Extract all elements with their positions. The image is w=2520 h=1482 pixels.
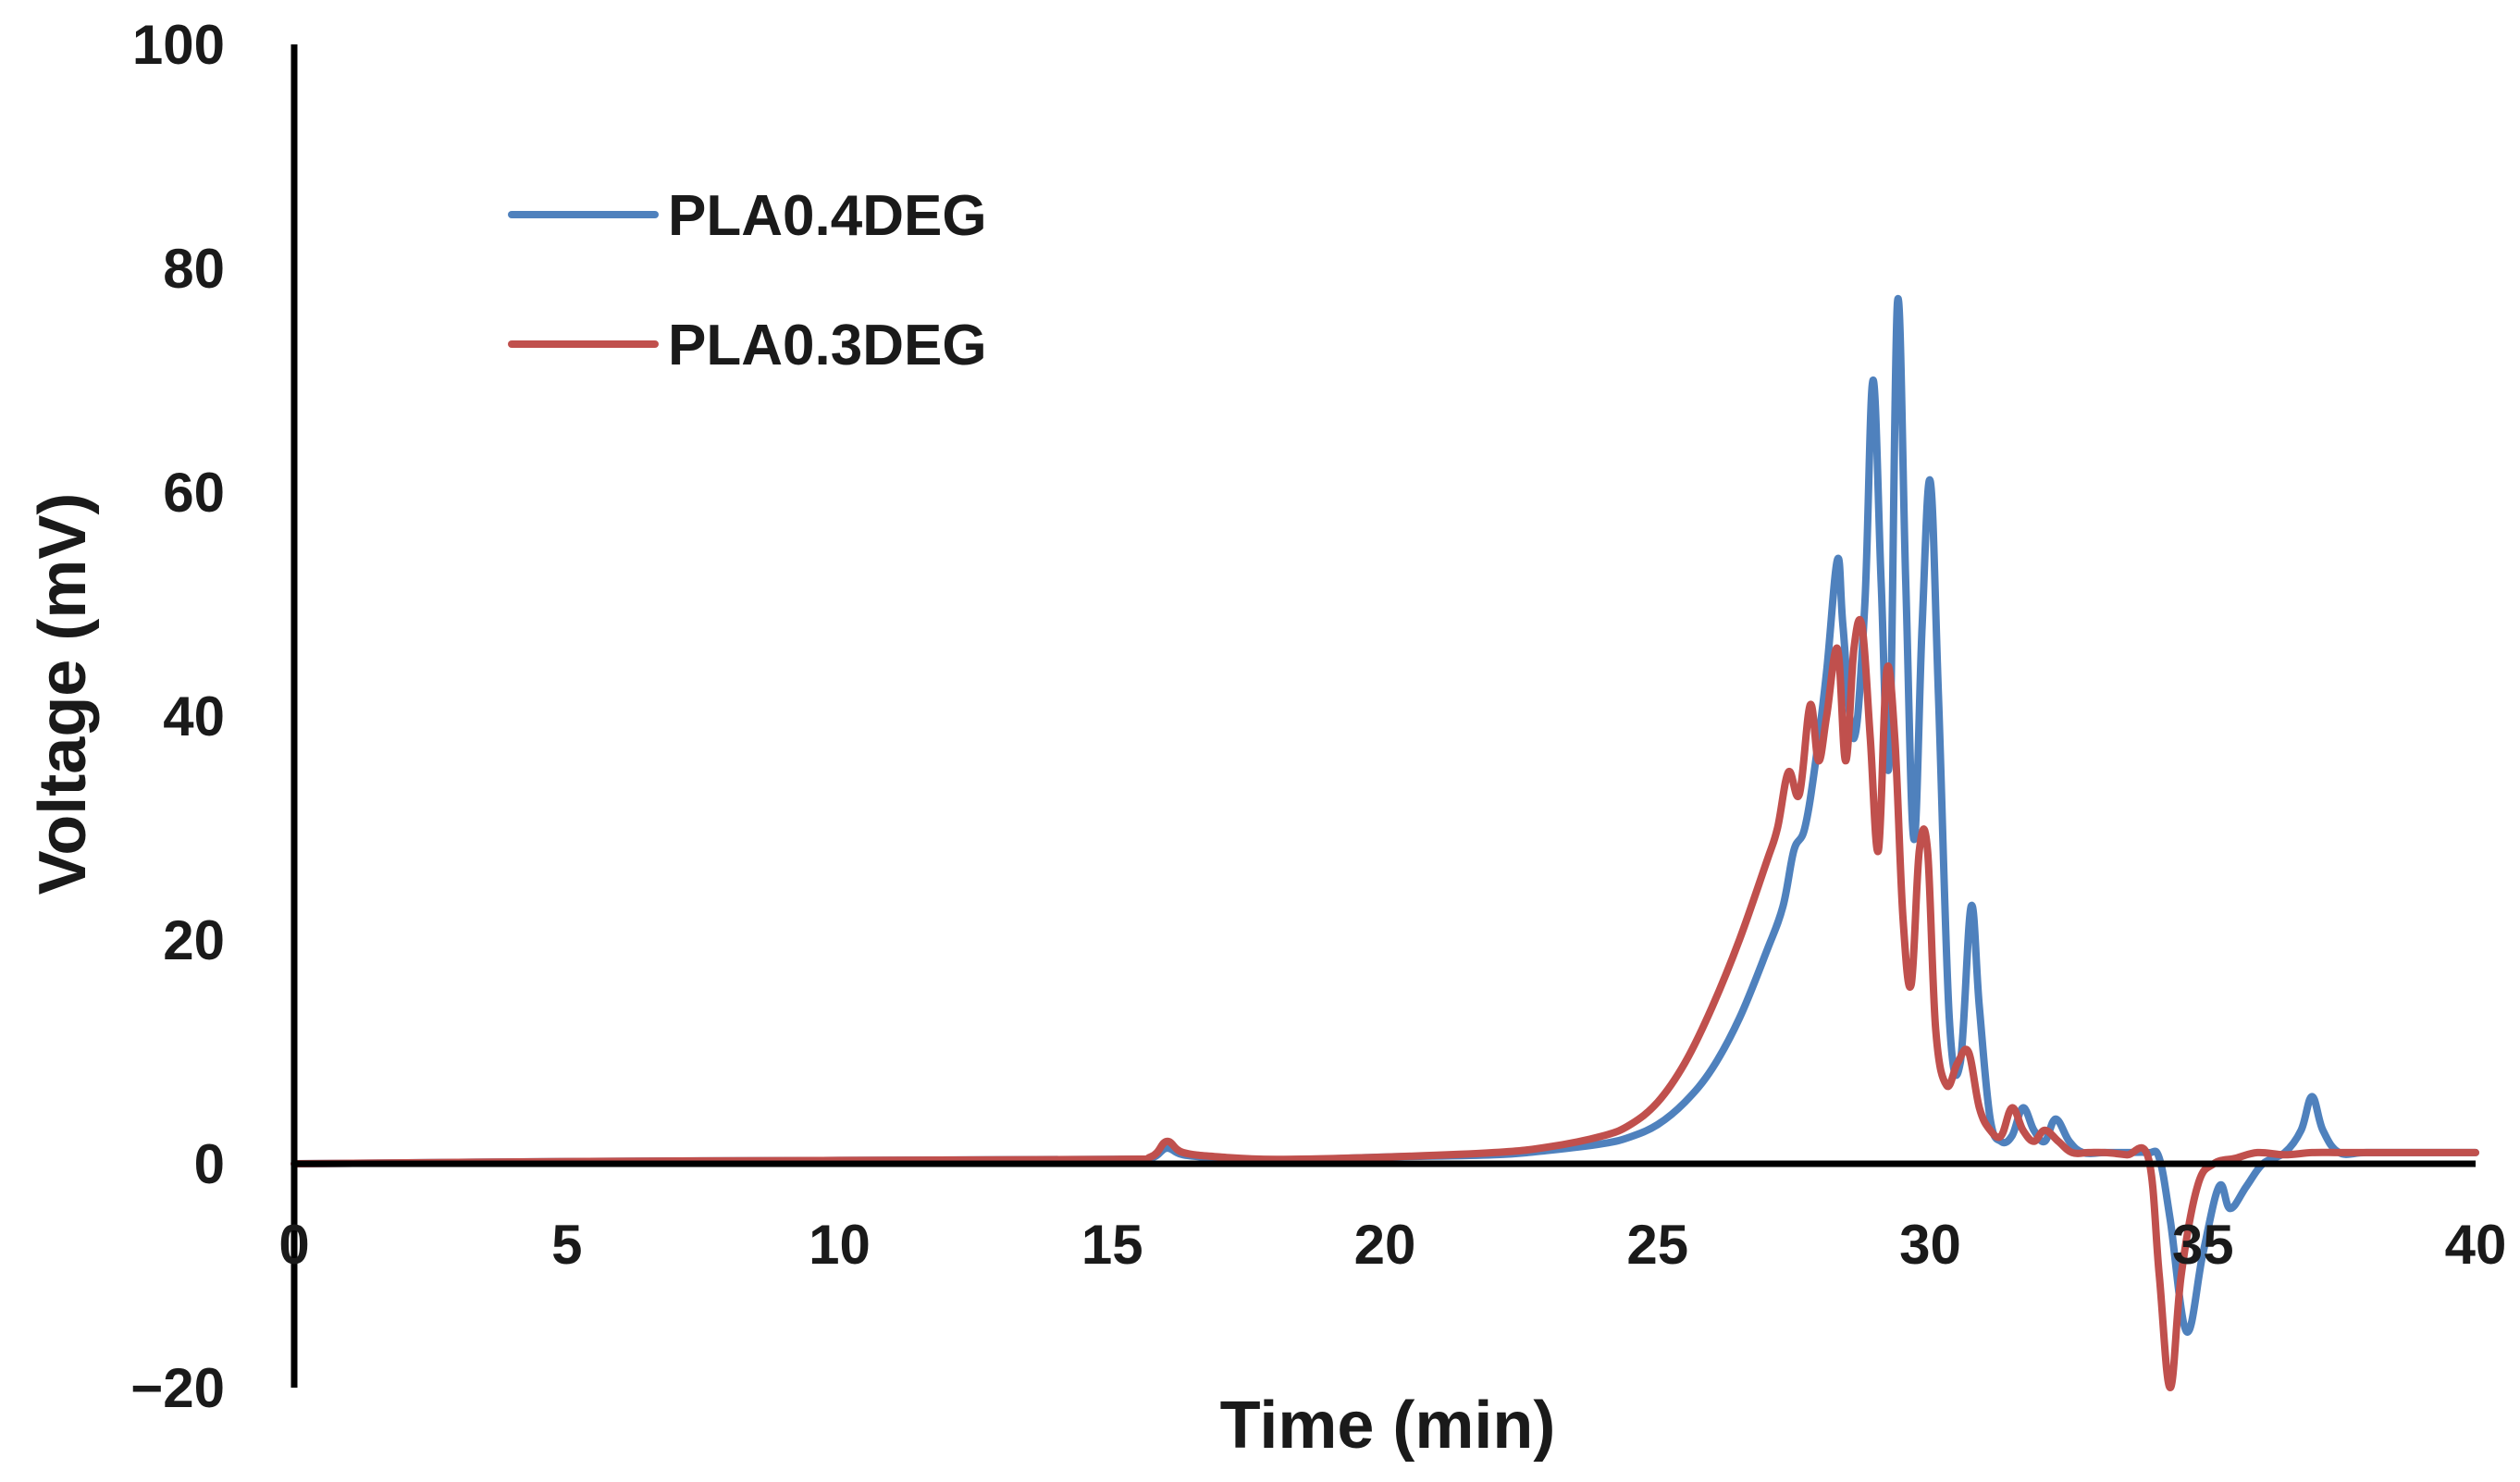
x-tick-label: 5 [551, 1214, 582, 1276]
legend-item: PLA0.4DEG [508, 184, 987, 248]
y-axis-title: Voltage (mV) [26, 493, 100, 895]
series-layer [290, 295, 2479, 1391]
x-tick-label: 25 [1626, 1214, 1688, 1276]
x-tick-label: 15 [1081, 1214, 1143, 1276]
y-tick-label: 20 [163, 909, 225, 971]
x-tick-label: 30 [1899, 1214, 1961, 1276]
legend: PLA0.4DEG PLA0.3DEG [508, 184, 987, 377]
y-tick-labels: 100 80 60 40 20 0 −20 [130, 14, 225, 1419]
y-tick-label: −20 [130, 1357, 225, 1419]
x-tick-label: 35 [2172, 1214, 2234, 1276]
x-tick-label: 10 [809, 1214, 871, 1276]
x-tick-labels: 0 5 10 15 20 25 30 35 40 [278, 1214, 2506, 1276]
y-tick-label: 80 [163, 238, 225, 300]
y-tick-label: 40 [163, 685, 225, 747]
y-tick-label: 100 [132, 14, 225, 76]
x-tick-label: 0 [278, 1214, 309, 1276]
series-line-pla0-3deg [290, 615, 2479, 1391]
y-tick-label: 60 [163, 462, 225, 524]
legend-item: PLA0.3DEG [508, 314, 987, 377]
x-tick-label: 40 [2445, 1214, 2507, 1276]
y-tick-label: 0 [194, 1133, 225, 1195]
x-axis-title: Time (min) [1220, 1389, 1556, 1463]
legend-label: PLA0.4DEG [668, 184, 987, 248]
legend-label: PLA0.3DEG [668, 314, 987, 377]
x-tick-label: 20 [1354, 1214, 1416, 1276]
